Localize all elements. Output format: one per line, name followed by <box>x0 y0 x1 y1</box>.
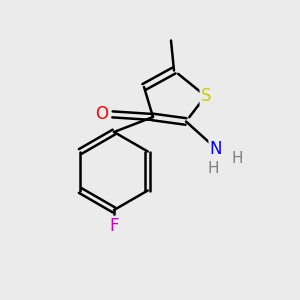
Text: S: S <box>201 87 211 105</box>
Text: O: O <box>95 105 109 123</box>
Text: H: H <box>207 161 219 176</box>
Text: F: F <box>109 217 119 235</box>
Text: H: H <box>231 151 243 166</box>
Text: N: N <box>210 140 222 158</box>
